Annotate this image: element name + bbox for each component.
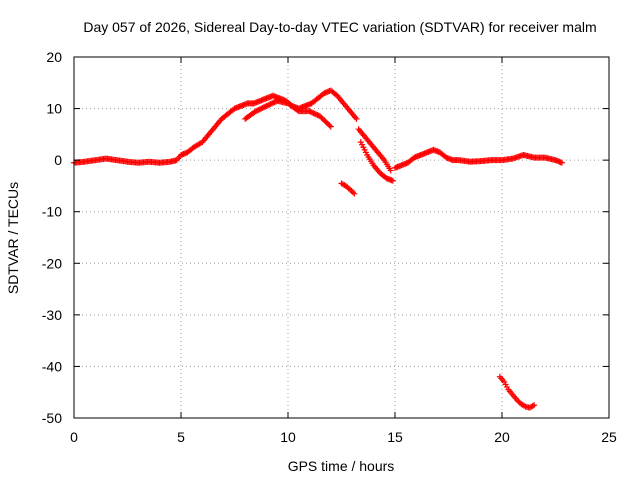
data-point xyxy=(327,123,334,130)
series-isolated-segment xyxy=(338,180,358,197)
data-point xyxy=(254,107,261,114)
x-axis-label: GPS time / hours xyxy=(288,458,395,474)
plot-frame xyxy=(73,56,610,419)
data-point xyxy=(387,167,394,174)
data-point xyxy=(311,110,318,117)
y-tick-label: -30 xyxy=(42,307,62,323)
series-descending-trace-A xyxy=(242,97,334,130)
data-point xyxy=(515,398,522,405)
data-point xyxy=(353,115,360,122)
y-axis-label: SDTVAR / TECUs xyxy=(5,182,21,294)
data-point xyxy=(558,159,565,166)
data-layer xyxy=(71,87,565,411)
data-point xyxy=(349,189,356,196)
series-descending-trace-C xyxy=(357,139,396,184)
data-point xyxy=(309,109,316,116)
data-point xyxy=(326,122,333,129)
data-point xyxy=(314,112,321,119)
y-tick-label: -20 xyxy=(42,255,62,271)
data-point xyxy=(258,105,265,112)
data-point xyxy=(266,101,273,108)
x-tick-label: 25 xyxy=(601,429,617,445)
x-tick-label: 5 xyxy=(177,429,185,445)
data-point xyxy=(307,108,314,115)
data-point xyxy=(263,102,270,109)
data-point xyxy=(270,99,277,106)
data-point xyxy=(306,108,313,115)
data-point xyxy=(313,111,320,118)
data-point xyxy=(271,99,278,106)
data-point xyxy=(259,104,266,111)
axis-layer: 0 5 10 15 20 25 -50 -40 -30 -20 -10 0 10 20 xyxy=(42,49,617,445)
x-tick-label: 20 xyxy=(494,429,510,445)
data-point xyxy=(294,107,301,114)
data-point xyxy=(256,106,263,113)
x-tick-label: 10 xyxy=(280,429,296,445)
data-point xyxy=(252,108,259,115)
data-point xyxy=(351,190,358,197)
data-point xyxy=(262,103,269,110)
y-tick-label: -10 xyxy=(42,204,62,220)
data-point xyxy=(255,106,262,113)
data-point xyxy=(389,177,396,184)
data-point xyxy=(531,402,538,409)
data-point xyxy=(260,104,267,111)
series-descending-trace-B xyxy=(355,126,394,174)
data-point xyxy=(268,100,275,107)
grid-layer xyxy=(74,57,609,418)
series-after-trace xyxy=(392,146,565,171)
y-tick-label: 0 xyxy=(54,152,62,168)
y-tick-label: -40 xyxy=(42,358,62,374)
x-tick-label: 0 xyxy=(70,429,78,445)
x-tick-label: 15 xyxy=(387,429,403,445)
data-point xyxy=(267,101,274,108)
data-point xyxy=(264,102,271,109)
chart-title: Day 057 of 2026, Sidereal Day-to-day VTE… xyxy=(83,19,596,35)
y-tick-label: -50 xyxy=(42,410,62,426)
series-main-trace xyxy=(71,87,360,166)
series-low-segment xyxy=(496,373,538,411)
y-tick-label: 10 xyxy=(46,101,62,117)
data-point xyxy=(310,110,317,117)
y-tick-label: 20 xyxy=(46,49,62,65)
